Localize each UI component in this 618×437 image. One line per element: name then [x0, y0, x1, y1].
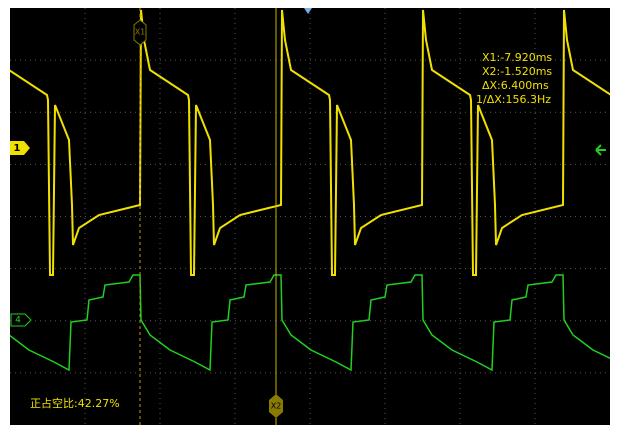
readout-x2: X2:-1.520ms — [482, 65, 552, 78]
ch4-marker — [10, 313, 32, 327]
cursor-x1-label: X1 — [135, 28, 146, 37]
trigger-marker — [304, 8, 312, 14]
ch4-offset-arrow — [595, 144, 606, 156]
duty-cycle: 正占空比:42.27% — [30, 396, 120, 410]
ch4-trace — [10, 274, 610, 372]
readout-dx: ΔX:6.400ms — [482, 79, 549, 92]
cursor-x2-tag — [269, 394, 283, 418]
readout-x1: X1:-7.920ms — [482, 51, 552, 64]
ch1-trace — [10, 9, 610, 276]
cursor-x2-label: X2 — [271, 402, 282, 411]
ch1-label: 1 — [14, 143, 21, 154]
ch4-label: 4 — [15, 316, 21, 326]
traces — [10, 9, 610, 372]
readout-freq: 1/ΔX:156.3Hz — [476, 93, 551, 106]
ch1-marker — [10, 141, 30, 155]
cursor-x1-tag — [133, 19, 147, 46]
